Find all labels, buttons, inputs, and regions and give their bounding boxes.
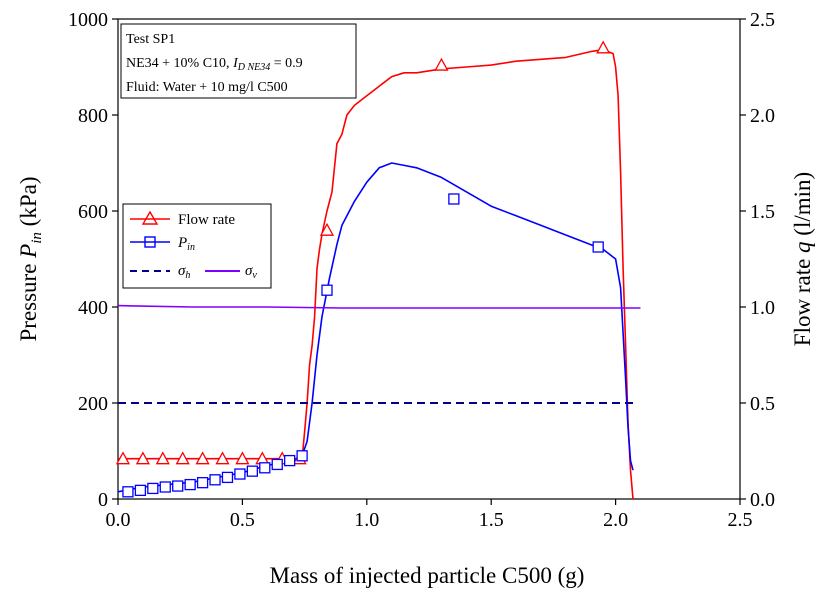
info-box-line3: Fluid: Water + 10 mg/l C500 bbox=[126, 80, 288, 95]
info-box-line2-suffix: = 0.9 bbox=[270, 56, 302, 71]
pin-marker bbox=[159, 481, 171, 493]
y-left-tick-label: 400 bbox=[78, 297, 108, 319]
pin-marker bbox=[172, 480, 184, 492]
y-left-tick-label: 1000 bbox=[68, 9, 108, 31]
x-tick-label: 2.0 bbox=[603, 509, 628, 531]
info-box-line2-var: I bbox=[232, 56, 239, 71]
y-right-tick-label: 1.0 bbox=[750, 297, 775, 319]
legend-flow-marker bbox=[141, 210, 159, 225]
x-axis-title: Mass of injected particle C500 (g) bbox=[270, 563, 585, 588]
legend-sigma-v-label: σv bbox=[245, 263, 257, 281]
info-box-line2-prefix: NE34 + 10% C10, bbox=[126, 56, 233, 71]
y-right-tick-label: 2.5 bbox=[750, 9, 775, 31]
legend-sigma-h-label: σh bbox=[178, 263, 190, 281]
pin-marker bbox=[284, 454, 296, 467]
y-right-axis-title: Flow rate q (l/min) bbox=[790, 172, 815, 346]
marker-layer bbox=[115, 40, 611, 498]
pin-marker bbox=[184, 478, 196, 491]
pin-marker bbox=[209, 474, 221, 486]
flow-rate-marker bbox=[175, 451, 190, 465]
y-left-axis-title: Pressure Pin (kPa) bbox=[16, 177, 45, 342]
y-right-tick-label: 0.0 bbox=[750, 489, 775, 511]
y-right-title-suffix: (l/min) bbox=[790, 172, 815, 242]
legend-sigma-v-var: σ bbox=[245, 263, 253, 279]
legend-frame bbox=[122, 203, 272, 289]
y-left-title-prefix: Pressure bbox=[16, 258, 41, 342]
y-right-tick-label: 2.0 bbox=[750, 105, 775, 127]
legend-sigma-v-sub: v bbox=[252, 270, 257, 281]
series-line-0 bbox=[118, 48, 634, 500]
legend: Flow rate Pin σh σv bbox=[122, 203, 272, 289]
x-tick-label: 0.0 bbox=[106, 509, 131, 531]
plot-area bbox=[117, 18, 741, 500]
info-box-line1: Test SP1 bbox=[126, 32, 175, 47]
y-right-title-prefix: Flow rate bbox=[790, 253, 815, 346]
y-right-tick-label: 0.5 bbox=[750, 393, 775, 415]
legend-pin-marker bbox=[144, 236, 156, 248]
info-box-line2-sub: D NE34 bbox=[237, 62, 271, 73]
axes-layer: 0.0 0.5 1.0 1.5 2.0 2.5 0 200 400 600 800 1000 0.0 0.… bbox=[68, 9, 775, 531]
y-right-title-var: q bbox=[790, 241, 815, 253]
pin-marker bbox=[296, 450, 308, 462]
pin-marker bbox=[321, 284, 333, 296]
pin-marker bbox=[196, 477, 209, 489]
flow-rate-marker bbox=[319, 222, 335, 236]
pin-marker bbox=[134, 484, 147, 497]
y-left-tick-label: 200 bbox=[78, 393, 108, 415]
flow-rate-marker bbox=[135, 451, 150, 465]
flow-rate-marker bbox=[235, 451, 250, 465]
y-left-title-var: P bbox=[16, 244, 41, 259]
flow-rate-marker bbox=[155, 451, 170, 465]
y-left-tick-label: 0 bbox=[98, 489, 108, 511]
pin-marker bbox=[147, 482, 159, 495]
legend-pin-label: Pin bbox=[177, 235, 195, 253]
pin-marker bbox=[271, 458, 283, 471]
y-left-title-sub: in bbox=[29, 232, 45, 244]
legend-sigma-h-var: σ bbox=[178, 263, 186, 279]
legend-sigma-h-sub: h bbox=[185, 270, 190, 281]
pin-marker bbox=[592, 241, 604, 253]
x-tick-label: 0.5 bbox=[230, 509, 255, 531]
pin-marker bbox=[234, 468, 246, 480]
y-left-tick-label: 600 bbox=[78, 201, 108, 223]
y-left-tick-label: 800 bbox=[78, 105, 108, 127]
flow-rate-marker bbox=[115, 451, 131, 465]
flow-rate-marker bbox=[596, 40, 611, 54]
plot-frame bbox=[117, 18, 741, 500]
x-tick-label: 1.0 bbox=[354, 509, 379, 531]
flow-rate-marker bbox=[195, 451, 210, 465]
y-left-title-suffix: (kPa) bbox=[16, 177, 41, 233]
flow-rate-marker bbox=[215, 451, 230, 465]
info-box-line2: NE34 + 10% C10, ID NE34 = 0.9 bbox=[126, 56, 303, 73]
info-box: Test SP1 NE34 + 10% C10, ID NE34 = 0.9 F… bbox=[120, 23, 357, 99]
x-tick-label: 1.5 bbox=[479, 509, 504, 531]
pin-marker bbox=[122, 486, 134, 498]
series-line-3 bbox=[117, 304, 641, 309]
y-right-tick-label: 1.5 bbox=[750, 201, 775, 223]
legend-pin-sub: in bbox=[187, 242, 195, 253]
flow-rate-marker bbox=[434, 57, 449, 71]
pin-marker bbox=[448, 193, 460, 205]
x-tick-label: 2.5 bbox=[728, 509, 753, 531]
pin-marker bbox=[259, 462, 271, 474]
pin-marker bbox=[246, 465, 259, 477]
legend-flow-label: Flow rate bbox=[178, 212, 235, 228]
pin-marker bbox=[221, 471, 234, 484]
legend-pin-var: P bbox=[177, 235, 187, 251]
info-box-frame bbox=[120, 23, 357, 99]
